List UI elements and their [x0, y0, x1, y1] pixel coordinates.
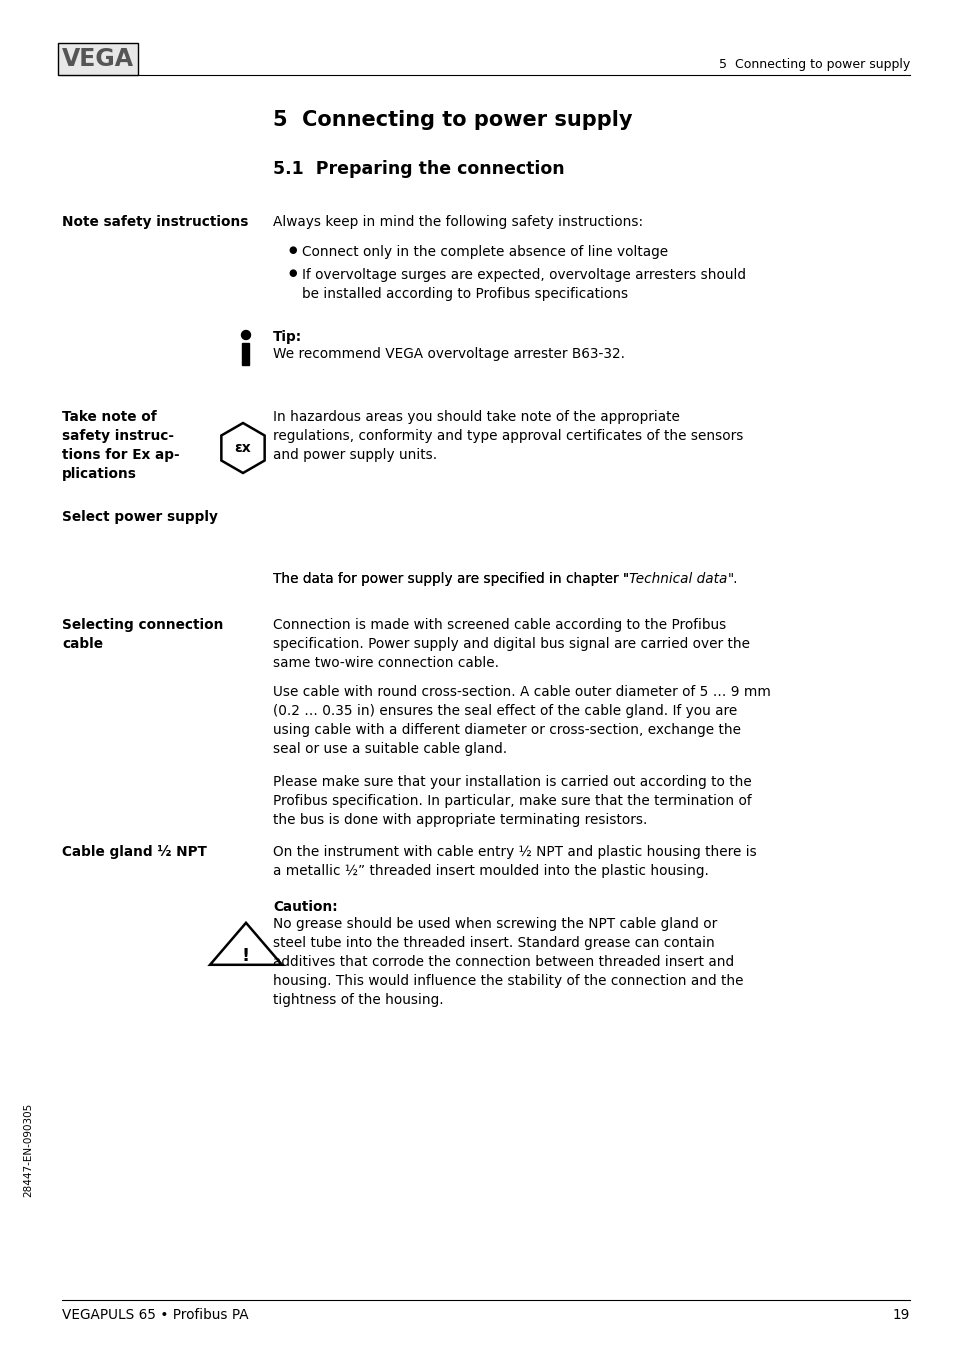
Text: ●: ● — [288, 245, 296, 255]
Text: ".: ". — [727, 571, 738, 586]
Text: The data for power supply are specified in chapter ": The data for power supply are specified … — [273, 571, 628, 586]
Text: Connection is made with screened cable according to the Profibus
specification. : Connection is made with screened cable a… — [273, 617, 749, 670]
Text: Always keep in mind the following safety instructions:: Always keep in mind the following safety… — [273, 215, 642, 229]
FancyBboxPatch shape — [242, 343, 250, 366]
Text: Note safety instructions: Note safety instructions — [62, 215, 248, 229]
Text: 28447-EN-090305: 28447-EN-090305 — [23, 1104, 33, 1197]
Text: 5  Connecting to power supply: 5 Connecting to power supply — [718, 58, 909, 70]
Text: 19: 19 — [892, 1308, 909, 1322]
Text: VEGAPULS 65 • Profibus PA: VEGAPULS 65 • Profibus PA — [62, 1308, 249, 1322]
Text: We recommend VEGA overvoltage arrester B63-32.: We recommend VEGA overvoltage arrester B… — [273, 347, 624, 362]
Text: Select power supply: Select power supply — [62, 510, 217, 524]
Text: Take note of
safety instruc-
tions for Ex ap-
plications: Take note of safety instruc- tions for E… — [62, 410, 179, 481]
Text: !: ! — [242, 946, 250, 965]
Circle shape — [241, 330, 251, 340]
Text: In hazardous areas you should take note of the appropriate
regulations, conformi: In hazardous areas you should take note … — [273, 410, 742, 462]
Text: 5  Connecting to power supply: 5 Connecting to power supply — [273, 110, 632, 130]
Text: Tip:: Tip: — [273, 330, 302, 344]
Text: VEGA: VEGA — [62, 47, 133, 70]
Text: If overvoltage surges are expected, overvoltage arresters should
be installed ac: If overvoltage surges are expected, over… — [302, 268, 745, 301]
Text: Technical data: Technical data — [628, 571, 727, 586]
Text: Connect only in the complete absence of line voltage: Connect only in the complete absence of … — [302, 245, 667, 259]
Text: No grease should be used when screwing the NPT cable gland or
steel tube into th: No grease should be used when screwing t… — [273, 917, 742, 1007]
Text: Cable gland ½ NPT: Cable gland ½ NPT — [62, 845, 207, 858]
Text: ●: ● — [288, 268, 296, 278]
Text: 5.1  Preparing the connection: 5.1 Preparing the connection — [273, 160, 564, 177]
Text: On the instrument with cable entry ½ NPT and plastic housing there is
a metallic: On the instrument with cable entry ½ NPT… — [273, 845, 756, 877]
Text: εx: εx — [234, 441, 251, 455]
Text: Caution:: Caution: — [273, 900, 337, 914]
Text: Selecting connection
cable: Selecting connection cable — [62, 617, 223, 651]
Text: Please make sure that your installation is carried out according to the
Profibus: Please make sure that your installation … — [273, 774, 751, 827]
Text: The data for power supply are specified in chapter ": The data for power supply are specified … — [273, 571, 628, 586]
Text: Use cable with round cross-section. A cable outer diameter of 5 … 9 mm
(0.2 … 0.: Use cable with round cross-section. A ca… — [273, 685, 770, 756]
